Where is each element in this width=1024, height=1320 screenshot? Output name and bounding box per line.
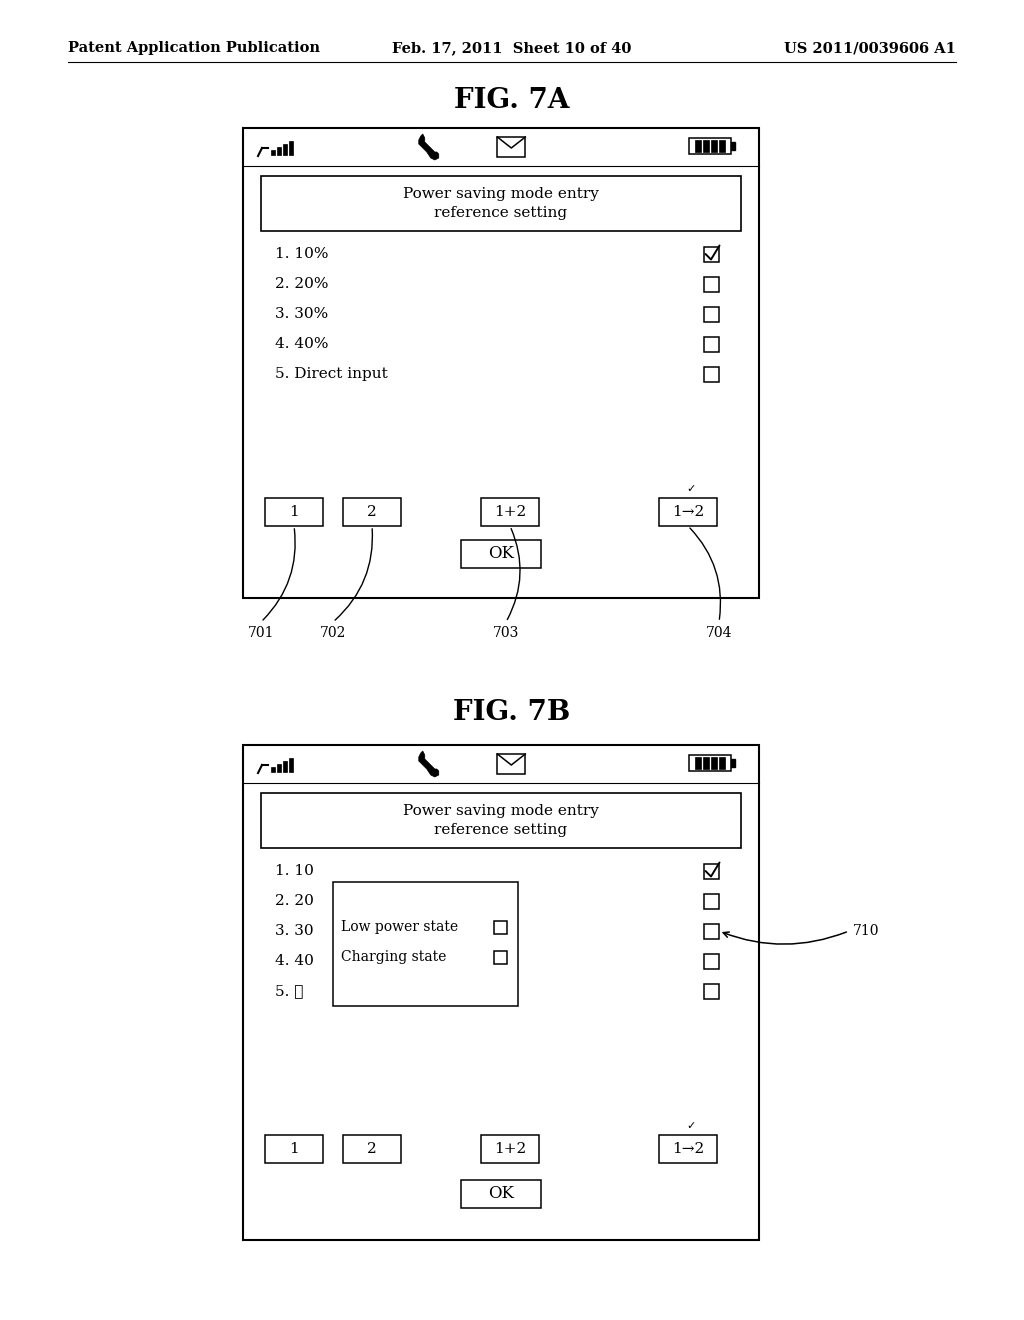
Bar [703, 983, 719, 998]
Bar [703, 247, 719, 261]
Text: 2: 2 [368, 1142, 377, 1156]
Bar [283, 144, 287, 154]
Bar [265, 498, 323, 525]
Bar [343, 498, 401, 525]
Text: 1→2: 1→2 [672, 506, 705, 519]
Text: 4. 40%: 4. 40% [275, 337, 329, 351]
Bar [695, 756, 701, 770]
Bar [261, 793, 741, 847]
Text: US 2011/0039606 A1: US 2011/0039606 A1 [784, 41, 956, 55]
Bar [481, 1135, 539, 1163]
Bar [711, 140, 717, 152]
Text: Feb. 17, 2011  Sheet 10 of 40: Feb. 17, 2011 Sheet 10 of 40 [392, 41, 632, 55]
Text: Charging state: Charging state [341, 950, 446, 964]
PathPatch shape [419, 135, 438, 160]
Text: 4. 40: 4. 40 [275, 954, 314, 968]
Bar [719, 140, 725, 152]
Text: Low power state: Low power state [341, 920, 458, 935]
Bar [703, 894, 719, 908]
Bar [343, 1135, 401, 1163]
Bar [703, 367, 719, 381]
Bar [278, 764, 281, 772]
Text: 3. 30%: 3. 30% [275, 308, 329, 321]
Bar [289, 141, 293, 154]
Text: Patent Application Publication: Patent Application Publication [68, 41, 319, 55]
Text: ✓: ✓ [686, 1121, 695, 1131]
Text: OK: OK [488, 545, 514, 562]
Bar [659, 1135, 717, 1163]
Text: Power saving mode entry
reference setting: Power saving mode entry reference settin… [403, 187, 599, 219]
Bar [289, 758, 293, 772]
Text: 701: 701 [248, 626, 274, 640]
Bar [243, 128, 759, 598]
Bar [711, 756, 717, 770]
Text: 1. 10%: 1. 10% [275, 247, 329, 261]
Bar [494, 920, 507, 933]
Text: 1: 1 [289, 1142, 299, 1156]
Text: 1+2: 1+2 [494, 1142, 526, 1156]
Bar [731, 143, 735, 149]
Bar [689, 139, 731, 154]
Text: 2. 20: 2. 20 [275, 894, 314, 908]
Text: 704: 704 [706, 626, 732, 640]
Text: 5. 적: 5. 적 [275, 983, 303, 998]
Bar [689, 755, 731, 771]
Text: FIG. 7B: FIG. 7B [454, 700, 570, 726]
Bar [659, 498, 717, 525]
Bar [494, 950, 507, 964]
Text: Power saving mode entry
reference setting: Power saving mode entry reference settin… [403, 804, 599, 837]
Text: 2. 20%: 2. 20% [275, 277, 329, 290]
Bar [271, 767, 275, 772]
Bar [461, 1180, 541, 1208]
Bar [731, 759, 735, 767]
Bar [461, 540, 541, 568]
Bar [703, 140, 709, 152]
Text: FIG. 7A: FIG. 7A [455, 87, 569, 114]
PathPatch shape [419, 751, 438, 777]
Bar [703, 953, 719, 969]
Bar [261, 176, 741, 231]
Bar [265, 1135, 323, 1163]
Bar [278, 147, 281, 154]
Text: 1: 1 [289, 506, 299, 519]
Text: 2: 2 [368, 506, 377, 519]
Text: 1→2: 1→2 [672, 1142, 705, 1156]
Text: 1. 10: 1. 10 [275, 865, 314, 878]
Bar [283, 762, 287, 772]
Text: 702: 702 [319, 626, 346, 640]
Text: 710: 710 [853, 924, 880, 939]
Bar [243, 744, 759, 1239]
Bar [703, 337, 719, 351]
Bar [481, 498, 539, 525]
Text: 5. Direct input: 5. Direct input [275, 367, 388, 381]
Bar [703, 924, 719, 939]
Bar [333, 882, 518, 1006]
Bar [498, 137, 525, 157]
Bar [703, 756, 709, 770]
Bar [719, 756, 725, 770]
Text: ✓: ✓ [686, 484, 695, 494]
Text: OK: OK [488, 1185, 514, 1203]
Bar [703, 276, 719, 292]
Text: 3. 30: 3. 30 [275, 924, 313, 939]
Bar [703, 306, 719, 322]
Bar [498, 754, 525, 774]
Bar [703, 863, 719, 879]
Bar [271, 150, 275, 154]
Bar [695, 140, 701, 152]
Text: 1+2: 1+2 [494, 506, 526, 519]
Text: 703: 703 [493, 626, 519, 640]
